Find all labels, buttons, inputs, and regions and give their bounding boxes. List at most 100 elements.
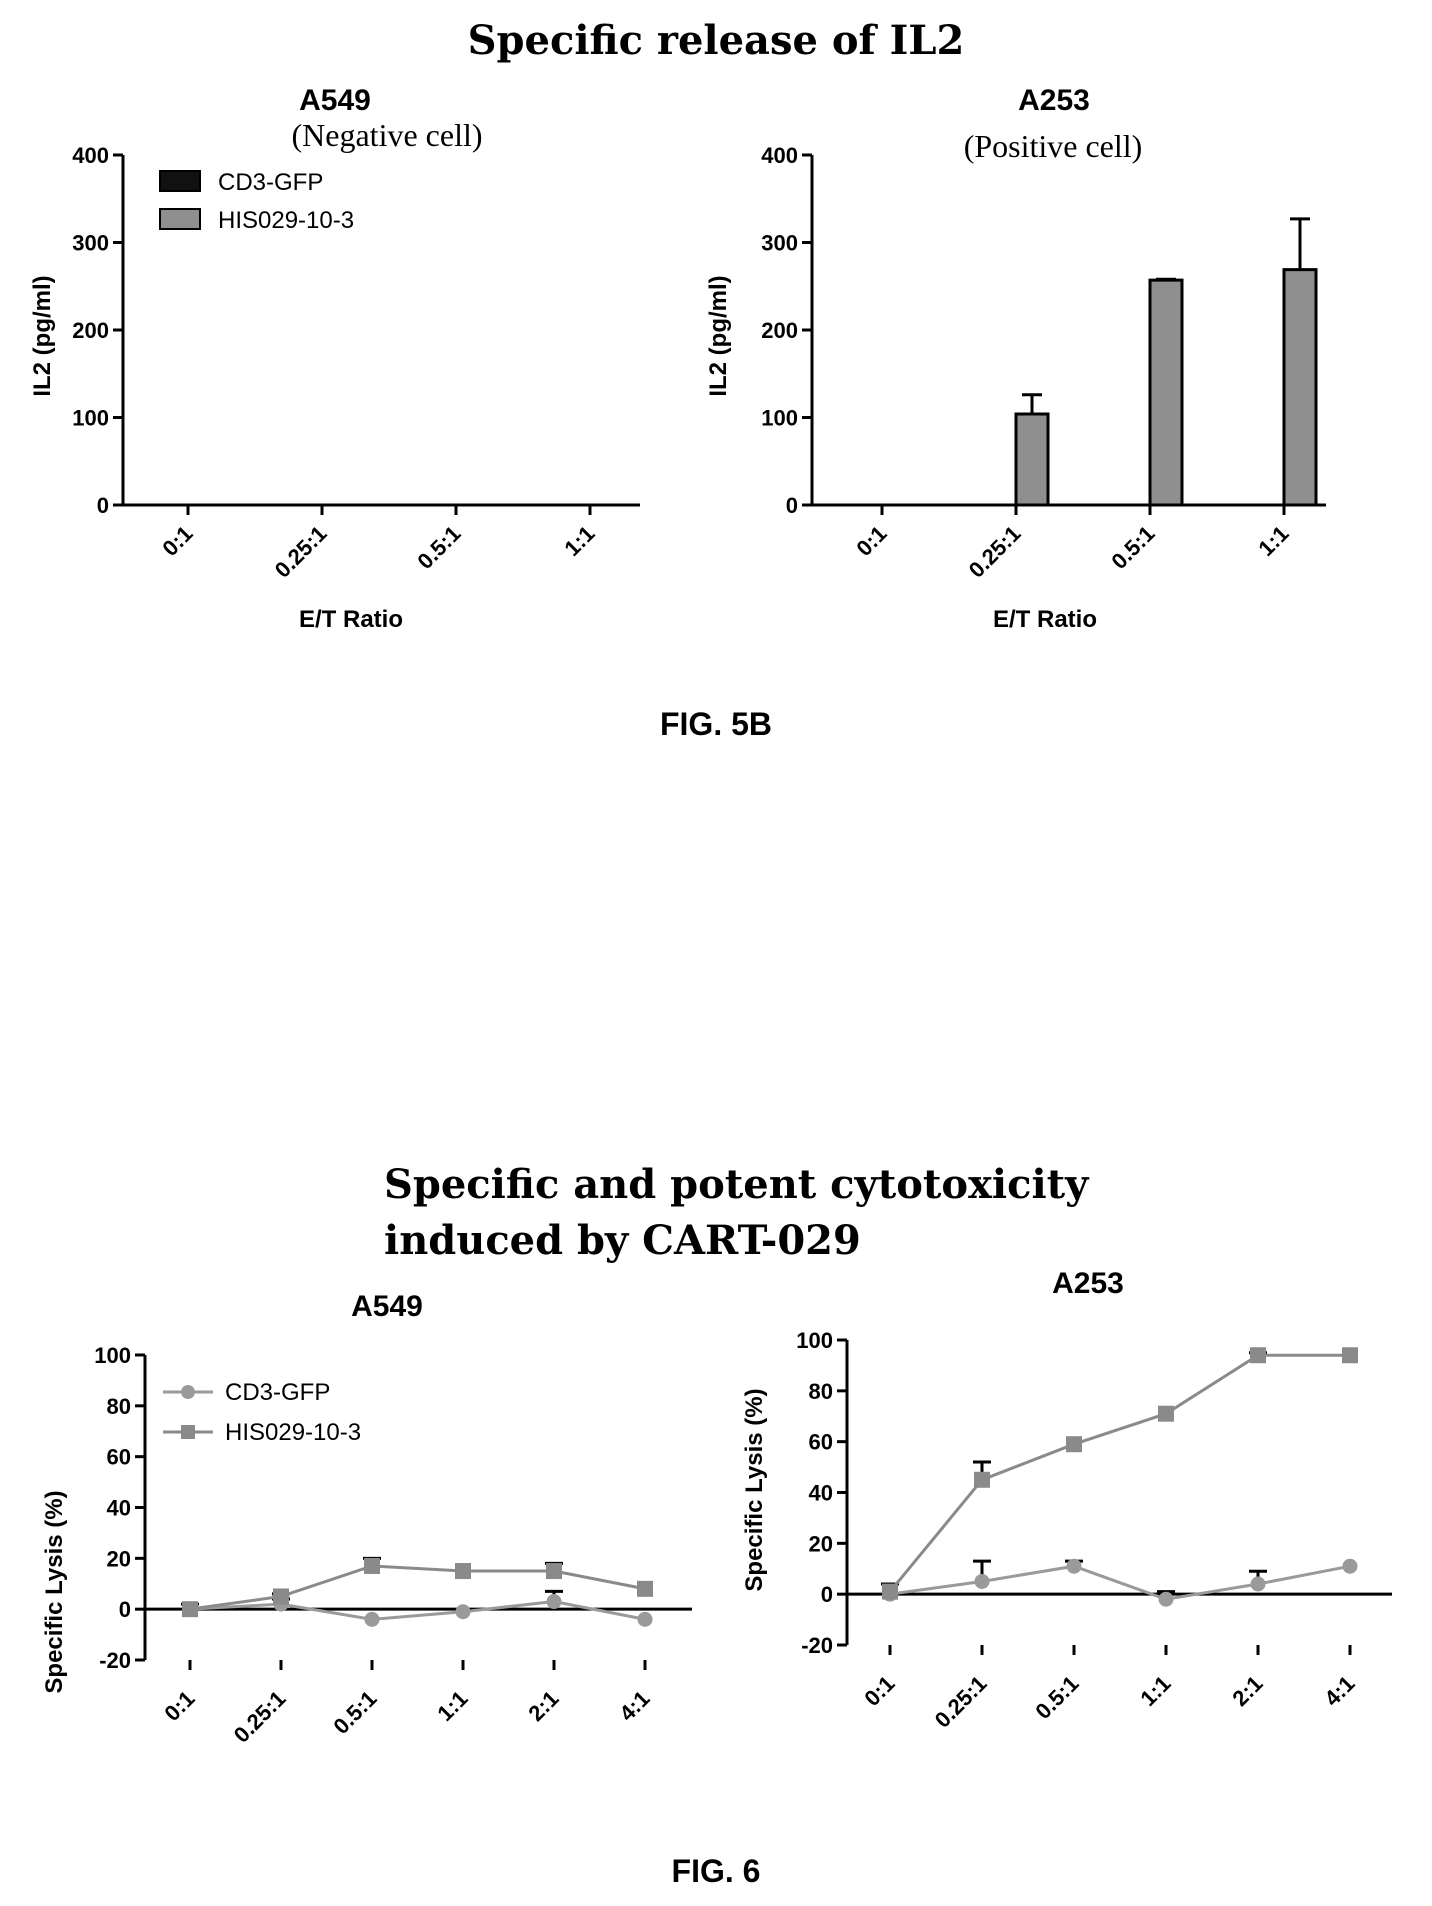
chart2-y-tick-label: 100 [761,406,798,431]
chart4-point-his029 [882,1583,898,1600]
chart1-legend: CD3-GFP HIS029-10-3 [159,169,354,234]
fig6-title-line2: induced by CART-029 [384,1217,861,1264]
chart4-point-his029 [1250,1347,1266,1364]
chart4-point-his029 [1066,1436,1082,1453]
chart3-y-axis-label: Specific Lysis (%) [41,1490,68,1693]
chart3-point-his029 [364,1557,380,1574]
fig5b-label: FIG. 5B [660,706,772,742]
chart3-x-tick-label: 0:1 [159,1686,199,1726]
fig6-label: FIG. 6 [672,1853,761,1889]
chart2-bar-his029 [1282,268,1318,507]
chart4-title: A253 [1052,1267,1124,1300]
chart4-point-cd3-gfp [1066,1558,1082,1574]
chart3-x-tick-label: 2:1 [523,1686,563,1726]
chart4-point-his029 [974,1471,990,1488]
chart3-y-tick-label: 100 [94,1343,131,1368]
chart4-x-tick-label: 1:1 [1135,1671,1175,1711]
chart3-series-line-cd3-gfp [189,1600,646,1621]
chart1-x-tick-label: 0.5:1 [412,521,465,574]
chart3-y-tick-label: 0 [119,1597,131,1622]
chart4-point-his029 [1158,1405,1174,1422]
chart4-series-line-his029 [888,1353,1350,1593]
chart3-x-tick-label: 0.25:1 [229,1686,291,1748]
chart3-legend: CD3-GFP HIS029-10-3 [163,1379,361,1446]
chart4-x-tick-label: 2:1 [1227,1671,1267,1711]
chart2-x-tick-label: 1:1 [1253,521,1293,561]
chart4-y-tick-label: 60 [809,1430,833,1455]
chart4-y-axis-label: Specific Lysis (%) [741,1388,768,1591]
chart3-point-his029 [273,1588,289,1605]
chart4-point-cd3-gfp [1342,1558,1358,1574]
legend-label-his029-2: HIS029-10-3 [225,1419,361,1446]
chart3-y-tick-label: -20 [99,1648,131,1673]
chart3-point-his029 [546,1563,562,1580]
chart2-y-axis-label: IL2 (pg/ml) [705,275,732,396]
legend-label-cd3-gfp: CD3-GFP [218,169,323,196]
legend-marker-his029 [181,1425,195,1439]
legend-swatch-his029 [159,208,201,230]
chart2-x-tick-label: 0.5:1 [1106,521,1159,574]
chart2-subtitle: (Positive cell) [964,128,1143,164]
chart1-x-tick-label: 0.25:1 [270,521,332,583]
legend-marker-cd3-gfp [181,1385,195,1399]
chart4-point-cd3-gfp [1158,1591,1174,1607]
chart4-point-cd3-gfp [1250,1576,1266,1592]
chart3-x-tick-label: 0.5:1 [328,1686,381,1739]
chart4-series-line-cd3-gfp [889,1564,1351,1601]
chart1-subtitle: (Negative cell) [292,117,483,153]
chart2-y-tick-label: 400 [761,143,798,168]
chart2-bar-his029 [1148,278,1184,507]
chart3-title: A549 [351,1290,423,1323]
chart3-plot: -20 0 20 40 60 80 100 0:1 0.25:1 0.5:1 1:1 2:1 4:1 [94,1343,692,1748]
chart3-point-his029 [637,1580,653,1597]
chart2-y-tick-label: 300 [761,231,798,256]
chart4-y-tick-label: -20 [801,1633,833,1658]
chart3-x-tick-label: 4:1 [614,1686,654,1726]
chart3-point-cd3-gfp [364,1611,380,1627]
legend-label-his029: HIS029-10-3 [218,207,354,234]
chart4-y-tick-label: 80 [809,1379,833,1404]
chart4-x-tick-label: 0:1 [859,1671,899,1711]
chart2-y-tick-label: 200 [761,318,798,343]
legend-label-cd3-gfp-2: CD3-GFP [225,1379,330,1406]
chart3-point-cd3-gfp [637,1611,653,1627]
chart3-point-his029 [182,1601,198,1618]
chart4-point-his029 [1342,1347,1358,1364]
chart4-plot: -20 0 20 40 60 80 100 0:1 0.25:1 0.5:1 1:1 2:1 4:1 [796,1328,1392,1733]
chart4-y-tick-label: 100 [796,1328,833,1353]
chart3-y-tick-label: 80 [107,1394,131,1419]
chart2-plot: 0 100 200 300 400 0:1 0.25:1 0.5:1 1:1 [761,143,1326,583]
chart2-title: A253 [1018,84,1090,117]
chart3-x-tick-label: 1:1 [432,1686,472,1726]
chart4-y-tick-label: 0 [821,1582,833,1607]
chart1-x-tick-label: 1:1 [559,521,599,561]
chart1-y-tick-label: 300 [72,231,109,256]
chart2-x-tick-label: 0:1 [851,521,891,561]
fig6-title-line1: Specific and potent cytotoxicity [384,1161,1090,1208]
chart3-y-tick-label: 20 [107,1546,131,1571]
chart1-y-tick-label: 200 [72,318,109,343]
chart2-x-tick-label: 0.25:1 [964,521,1026,583]
chart4-y-tick-label: 20 [809,1531,833,1556]
chart3-series-line-his029 [189,1564,646,1611]
chart1-y-axis-label: IL2 (pg/ml) [29,275,56,396]
chart3-y-tick-label: 40 [107,1496,131,1521]
chart1-title: A549 [299,84,371,117]
chart2-x-axis-label: E/T Ratio [993,606,1097,633]
chart1-plot: 0 100 200 300 400 0:1 0.25:1 0.5:1 1:1 [72,143,640,583]
chart3-point-cd3-gfp [546,1594,562,1610]
chart1-x-tick-label: 0:1 [157,521,197,561]
chart1-x-axis-label: E/T Ratio [299,606,403,633]
fig5b-title: Specific release of IL2 [468,17,965,64]
chart4-x-tick-label: 0.25:1 [930,1671,992,1733]
chart4-x-tick-label: 0.5:1 [1030,1671,1083,1724]
chart4-x-tick-label: 4:1 [1319,1671,1359,1711]
chart2-bar-his029 [1014,412,1050,507]
chart2-y-tick-label: 0 [786,493,798,518]
legend-swatch-cd3-gfp [159,170,201,192]
chart1-y-tick-label: 100 [72,406,109,431]
chart3-point-cd3-gfp [455,1604,471,1620]
chart3-y-tick-label: 60 [107,1445,131,1470]
chart1-y-tick-label: 0 [97,493,109,518]
